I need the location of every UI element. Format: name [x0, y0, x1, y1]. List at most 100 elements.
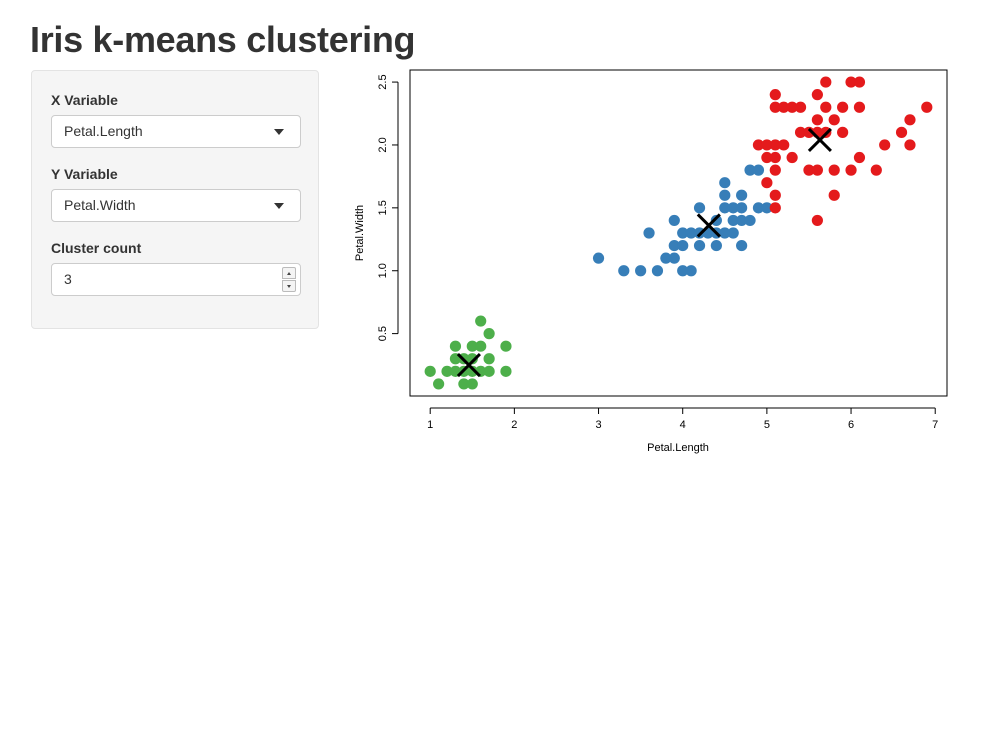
cluster-count-value: 3	[64, 271, 72, 287]
cluster-2-point	[677, 265, 689, 277]
x-variable-select[interactable]: Petal.Length	[51, 115, 301, 148]
cluster-2-point	[668, 252, 680, 264]
cluster-3-point	[828, 189, 840, 201]
cluster-2-point	[744, 164, 756, 176]
cluster-3-point	[904, 139, 916, 151]
cluster-3-point	[921, 101, 933, 113]
cluster-3-point	[769, 202, 781, 214]
x-tick-label: 6	[848, 419, 854, 431]
cluster-1-point	[441, 365, 453, 377]
cluster-2-point	[592, 252, 605, 264]
plot-box	[409, 69, 948, 397]
cluster-1-point	[483, 328, 495, 340]
cluster-3-point	[786, 101, 798, 113]
y-tick-label: 2.5	[377, 74, 389, 89]
cluster-3-point	[820, 76, 832, 88]
cluster-2-point	[668, 214, 680, 227]
cluster-3-point	[837, 126, 849, 138]
x-tick-label: 2	[511, 419, 517, 431]
x-tick-label: 5	[764, 419, 770, 431]
cluster-2-point	[668, 239, 680, 252]
decrement-button[interactable]	[282, 280, 296, 292]
cluster-count-input[interactable]: 3	[51, 263, 301, 296]
cluster-3-point	[761, 151, 773, 164]
cluster-2-point	[736, 214, 748, 227]
cluster-3-point	[853, 76, 866, 88]
cluster-2-point	[710, 239, 722, 252]
arrow-down-icon	[287, 285, 291, 288]
cluster-2-point	[736, 202, 748, 214]
x-variable-label: X Variable	[51, 92, 118, 108]
cluster-3-point	[752, 139, 765, 151]
cluster-1-point	[483, 365, 495, 377]
cluster-3-point	[828, 164, 840, 176]
cluster-2-point	[761, 202, 773, 214]
x-tick-label: 7	[932, 419, 938, 431]
cluster-2-point	[727, 227, 739, 239]
cluster-3-point	[870, 164, 882, 176]
cluster-3-point	[769, 139, 781, 151]
cluster-2-point	[643, 227, 655, 239]
cluster-3-point	[845, 164, 857, 176]
cluster-count-label: Cluster count	[51, 240, 142, 256]
cluster-2-point	[727, 202, 739, 214]
cluster-3-point	[786, 151, 798, 164]
x-tick-label: 1	[427, 419, 433, 431]
cluster-2-point	[693, 239, 706, 252]
cluster-2-point	[744, 214, 756, 227]
center-stroke	[807, 127, 832, 152]
cluster-2-point	[677, 239, 689, 252]
cluster-1-point	[466, 353, 478, 365]
cluster-3-point	[794, 101, 807, 113]
cluster-2-point	[719, 202, 731, 214]
cluster-3-point	[811, 214, 823, 227]
increment-button[interactable]	[282, 267, 296, 279]
cluster-3-point	[769, 189, 781, 201]
cluster-2-point	[736, 239, 748, 252]
cluster-2-point	[635, 265, 647, 277]
cluster-3-point	[769, 101, 781, 113]
cluster-3-point	[803, 126, 815, 138]
cluster-2-point	[618, 265, 630, 277]
cluster-3-point	[769, 164, 781, 176]
cluster-2-point	[736, 189, 748, 201]
cluster-1-point	[424, 365, 436, 377]
cluster-1-point	[475, 340, 487, 352]
scatter-plot: 1 2 3 4 5 6 7 0.5 1.0 1.5 2.0 2.5 Petal.Length Pet…	[354, 69, 948, 454]
cluster-3-point	[904, 114, 916, 126]
y-variable-select[interactable]: Petal.Width	[51, 189, 301, 222]
chevron-down-icon	[274, 203, 284, 209]
cluster-1-point	[475, 315, 487, 327]
cluster-center-marker	[807, 127, 832, 152]
points-layer	[424, 76, 933, 390]
cluster-2-point	[685, 265, 697, 277]
cluster-3-point	[794, 126, 807, 138]
y-tick-label: 1.5	[377, 200, 389, 215]
cluster-3-point	[811, 164, 823, 176]
page-title: Iris k-means clustering	[30, 19, 416, 60]
y-axis: 0.5 1.0 1.5 2.0 2.5	[377, 74, 399, 341]
control-panel: X Variable Petal.Length Y Variable Petal…	[31, 70, 319, 329]
cluster-count-stepper[interactable]	[282, 267, 296, 292]
cluster-1-point	[500, 340, 512, 352]
cluster-3-point	[895, 126, 908, 138]
cluster-2-point	[719, 227, 731, 239]
cluster-2-point	[685, 227, 697, 239]
cluster-3-point	[853, 101, 866, 113]
cluster-2-point	[719, 177, 731, 189]
x-axis: 1 2 3 4 5 6 7	[427, 407, 938, 431]
y-variable-value: Petal.Width	[64, 197, 136, 213]
cluster-3-point	[879, 139, 891, 151]
cluster-1-point	[483, 353, 495, 365]
cluster-1-point	[466, 340, 478, 352]
center-stroke	[696, 213, 721, 238]
cluster-3-point	[811, 114, 823, 126]
cluster-3-point	[811, 89, 823, 101]
cluster-3-point	[761, 139, 773, 151]
cluster-3-point	[769, 151, 781, 164]
cluster-1-point	[466, 378, 478, 390]
cluster-3-point	[769, 89, 781, 101]
cluster-2-point	[677, 227, 689, 239]
cluster-2-point	[660, 252, 672, 264]
x-tick-label: 4	[680, 419, 686, 431]
